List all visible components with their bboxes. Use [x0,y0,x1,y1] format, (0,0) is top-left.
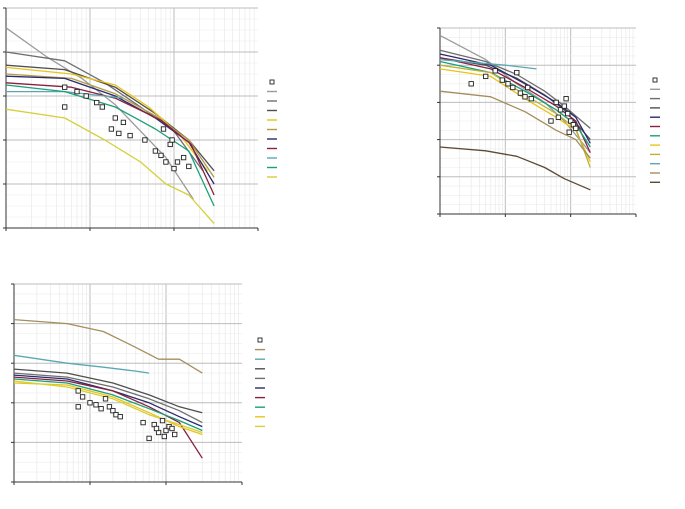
series-line-8 [13,382,203,436]
scatter-point [163,427,169,434]
grid [5,7,258,229]
series-line-9 [439,58,537,70]
series-line-9 [13,380,203,434]
scatter-point [171,165,177,172]
chart-bottom-left [11,283,265,485]
series-line-7 [5,82,215,196]
scatter-point [557,107,564,113]
scatter-point [553,99,559,106]
scatter-point [563,96,569,102]
chart-top-right [437,27,660,217]
legend [650,77,660,184]
series-line-2 [439,49,591,129]
scatter-point [568,118,574,124]
series-line-10 [439,90,591,159]
legend-marker-observed [269,79,275,85]
scatter-point [93,402,99,408]
series-line-6 [13,376,203,459]
scatter-point [158,152,164,159]
scatter-point [566,129,572,135]
scatter-point [186,163,192,170]
scatter-point [117,414,123,420]
scatter-point [153,425,160,432]
scatter-point [555,114,562,120]
scatter-point [146,435,152,442]
scatter-point [62,84,68,90]
scatter-point [127,132,133,139]
scatter-point [120,119,127,126]
scatter-point [116,130,122,137]
scatter-point [83,93,89,99]
scatter-point [180,154,187,161]
scatter-point [565,110,571,117]
legend-marker-observed [652,77,658,83]
scatter-point [505,81,511,87]
scatter-point [163,159,169,165]
scatter-point [169,137,175,143]
scatter-point [492,68,498,74]
scatter-point [94,99,100,106]
scatter-point [110,408,116,414]
legend-marker-observed [257,337,263,343]
scatter-point [160,126,167,132]
scatter-point [517,90,524,96]
series-line-2 [13,354,150,374]
scatter-point [87,400,93,406]
scatter-point [159,417,166,424]
scatter-point [514,69,520,76]
series-line-3 [13,368,203,414]
series-line-9 [5,84,215,207]
chart-top-left [3,7,277,231]
scatter-point [468,81,474,87]
series-line-10 [5,108,215,225]
scatter-point [169,425,175,432]
scatter-point [510,84,516,91]
scatter-point [528,96,534,102]
legend [255,337,265,428]
grid [439,27,636,215]
scatter-point [113,412,119,418]
scatter-point [142,137,148,143]
scatter-point [98,406,104,412]
scatter-point [112,115,118,121]
scatter-point [99,104,105,110]
scatter-point [561,103,567,109]
series-line-11 [439,146,591,191]
scatter-point [174,159,181,165]
scatter-point [74,88,80,95]
scatter-point [75,388,81,394]
scatter-point [75,404,81,410]
scatter-point [106,404,113,410]
legend [267,79,277,178]
series-line-4 [13,372,203,424]
scatter-point [573,125,579,132]
scatter-point [161,433,167,440]
series-line-1 [13,318,203,374]
series-line-1 [5,27,194,200]
scatter-point [62,104,68,110]
scatter-point [140,419,146,426]
series-line-5 [13,374,203,428]
scatter-point [167,141,173,148]
scatter-point [108,126,115,132]
scatter-point [499,77,505,83]
scatter-point [102,396,109,402]
scatter-point [522,94,528,100]
series-line-4 [5,66,208,172]
series-line-8 [439,64,591,168]
scatter-point [79,394,86,400]
scatter-point [483,73,489,80]
scatter-point [548,118,554,124]
series-line-7 [13,378,203,432]
scatter-point [525,84,531,91]
scatter-point [152,148,159,154]
series-line-2 [5,51,204,172]
grid [13,283,242,483]
scatter-point [172,431,178,438]
